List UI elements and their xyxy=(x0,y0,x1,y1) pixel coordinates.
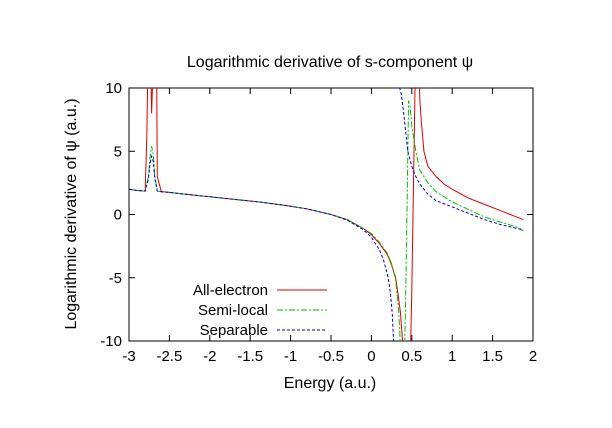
y-axis-label: Logarithmic derivative of ψ (a.u.) xyxy=(63,98,80,329)
series-line-semi-local xyxy=(129,100,524,341)
series-line-all-electron xyxy=(129,88,524,341)
x-tick-label: -1.5 xyxy=(237,348,263,365)
x-tick-label: -3 xyxy=(122,348,135,365)
y-tick-label: 10 xyxy=(105,80,122,97)
x-tick-label: 0 xyxy=(367,348,375,365)
x-tick-label: 2 xyxy=(529,348,537,365)
x-tick-label: -0.5 xyxy=(318,348,344,365)
legend-label: All-electron xyxy=(193,282,268,299)
x-tick-label: -2 xyxy=(203,348,216,365)
chart-title: Logarithmic derivative of s-component ψ xyxy=(187,54,473,71)
legend-label: Semi-local xyxy=(198,302,268,319)
series-line-separable xyxy=(129,88,524,341)
x-axis-label: Energy (a.u.) xyxy=(284,375,376,392)
y-tick-label: -10 xyxy=(100,333,122,350)
axis-ticks: -3 -2.5 -2 -1.5 -1 -0.5 0 0.5 1 1.5 2 -10 -5 0 5 10 xyxy=(100,80,537,365)
legend: All-electron Semi-local Separable xyxy=(193,282,327,339)
x-tick-label: 1.5 xyxy=(482,348,503,365)
y-tick-label: 0 xyxy=(114,207,122,224)
x-tick-label: 0.5 xyxy=(401,348,422,365)
legend-label: Separable xyxy=(200,322,268,339)
series-layer xyxy=(129,88,524,341)
y-tick-label: 5 xyxy=(114,143,122,160)
x-tick-label: -2.5 xyxy=(156,348,182,365)
x-tick-label: 1 xyxy=(448,348,456,365)
x-tick-label: -1 xyxy=(284,348,297,365)
y-tick-label: -5 xyxy=(109,270,122,287)
